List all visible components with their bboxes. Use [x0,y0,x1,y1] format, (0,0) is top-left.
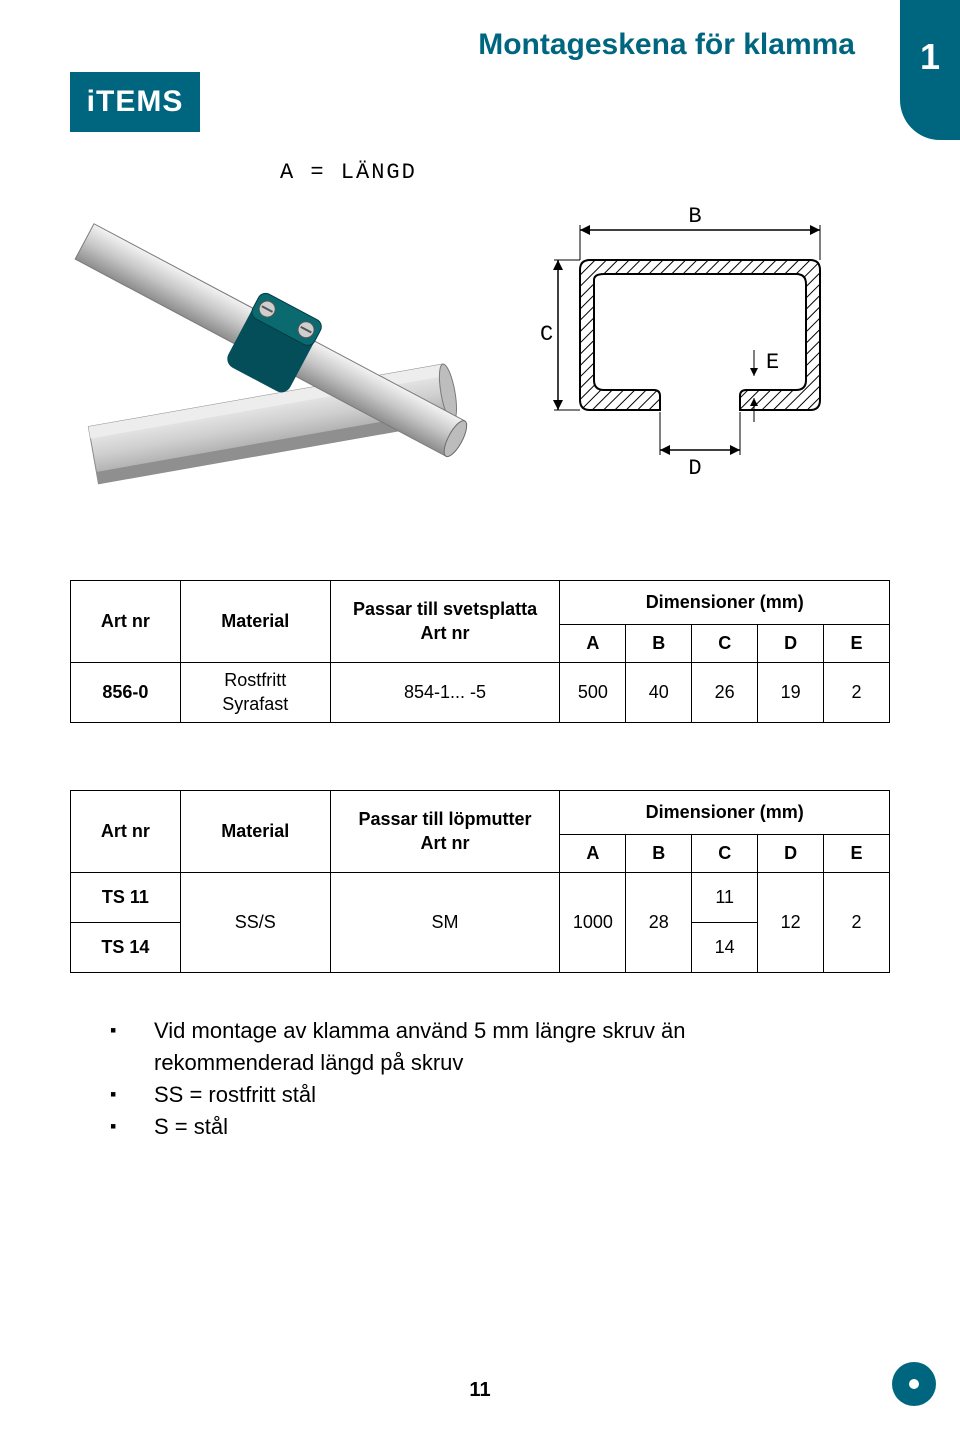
table-row: 856-0 RostfrittSyrafast 854-1... -5 500 … [71,663,890,723]
t1-c: 26 [692,663,758,723]
spec-table-1: Art nr Material Passar till svetsplattaA… [70,580,890,723]
diagram-label-e: E [766,350,779,375]
t1-e: 2 [824,663,890,723]
section-number: 1 [920,36,940,78]
t1-a: 500 [560,663,626,723]
t2-fits: SM [330,873,560,973]
diagram-label-b: B [688,204,701,229]
t2-a: 1000 [560,873,626,973]
corner-disc-icon [892,1362,936,1406]
cross-section-diagram: B C E D [530,200,870,500]
diagram-length-label: A = LÄNGD [280,160,417,185]
t1-material: RostfrittSyrafast [180,663,330,723]
note-item: S = stål [110,1111,850,1143]
t2-hdr-d: D [758,835,824,873]
t2-hdr-b: B [626,835,692,873]
t1-b: 40 [626,663,692,723]
t1-hdr-fits: Passar till svetsplattaArt nr [330,581,560,663]
t2-hdr-e: E [824,835,890,873]
t1-d: 19 [758,663,824,723]
note-item: SS = rostfritt stål [110,1079,850,1111]
t1-hdr-c: C [692,625,758,663]
t2-r1-art: TS 11 [71,873,181,923]
t2-material: SS/S [180,873,330,973]
t2-r2-art: TS 14 [71,923,181,973]
section-tab: 1 [900,0,960,140]
t1-hdr-e: E [824,625,890,663]
note-item: Vid montage av klamma använd 5 mm längre… [110,1015,850,1079]
t2-hdr-fits: Passar till löpmutterArt nr [330,791,560,873]
page-title: Montageskena för klamma [478,28,855,62]
t2-e: 2 [824,873,890,973]
page-number: 11 [0,1379,960,1402]
t1-artnr: 856-0 [71,663,181,723]
brand-logo: iTEMS [70,72,200,132]
t2-c1: 11 [692,873,758,923]
t1-hdr-artnr: Art nr [71,581,181,663]
t1-hdr-material: Material [180,581,330,663]
t2-d: 12 [758,873,824,973]
diagram-label-c: C [540,322,553,347]
product-photo [70,200,470,520]
t2-hdr-artnr: Art nr [71,791,181,873]
spec-table-2: Art nr Material Passar till löpmutterArt… [70,790,890,973]
diagram-label-d: D [688,456,701,481]
t2-hdr-material: Material [180,791,330,873]
brand-logo-text: iTEMS [87,85,184,119]
t1-fits: 854-1... -5 [330,663,560,723]
t2-hdr-c: C [692,835,758,873]
t2-c2: 14 [692,923,758,973]
t1-hdr-dim: Dimensioner (mm) [560,581,890,625]
table-row: TS 11 SS/S SM 1000 28 11 12 2 [71,873,890,923]
t1-hdr-d: D [758,625,824,663]
t2-hdr-dim: Dimensioner (mm) [560,791,890,835]
notes: Vid montage av klamma använd 5 mm längre… [110,1015,850,1143]
t2-b: 28 [626,873,692,973]
t1-hdr-a: A [560,625,626,663]
t1-hdr-b: B [626,625,692,663]
diagram-area: A = LÄNGD [70,160,890,540]
t2-hdr-a: A [560,835,626,873]
